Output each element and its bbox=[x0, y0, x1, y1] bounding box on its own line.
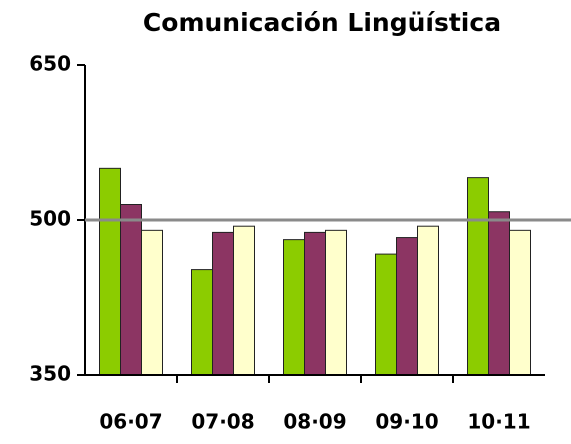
bar bbox=[212, 231, 234, 376]
bar bbox=[396, 237, 418, 376]
x-tick-label: 10·11 bbox=[467, 410, 530, 434]
bar bbox=[233, 225, 255, 376]
bar bbox=[375, 253, 397, 376]
x-tick-label: 07·08 bbox=[191, 410, 254, 434]
x-tick-label: 08·09 bbox=[283, 410, 346, 434]
bar bbox=[509, 229, 531, 376]
chart-title: Comunicación Lingüística bbox=[143, 8, 501, 37]
x-tick-label: 09·10 bbox=[375, 410, 438, 434]
y-tick-label: 500 bbox=[29, 207, 71, 231]
bar bbox=[283, 239, 305, 376]
bar bbox=[488, 211, 510, 376]
bar bbox=[191, 269, 213, 376]
x-tick-label: 06·07 bbox=[99, 410, 162, 434]
bar bbox=[120, 204, 142, 376]
bar bbox=[99, 167, 121, 376]
y-tick-label: 350 bbox=[29, 362, 71, 386]
bar bbox=[141, 229, 163, 376]
bar bbox=[325, 229, 347, 376]
bar bbox=[417, 225, 439, 376]
bar bbox=[304, 231, 326, 376]
y-tick-label: 650 bbox=[29, 52, 71, 76]
bar bbox=[467, 177, 489, 376]
